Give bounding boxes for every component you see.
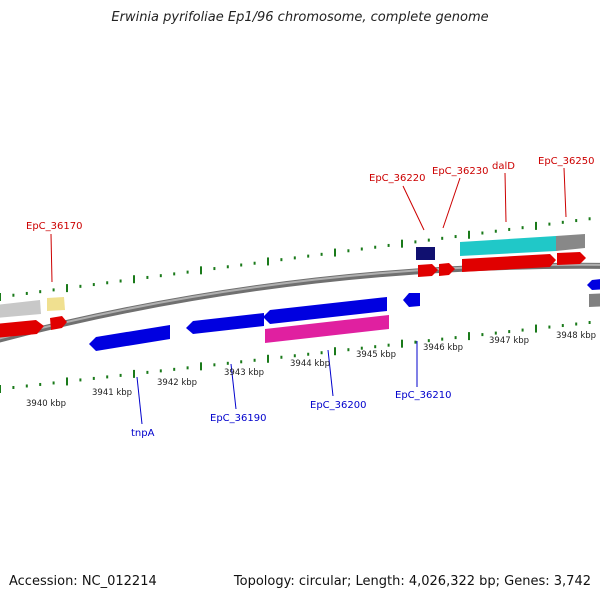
label-leader-line — [563, 167, 567, 218]
gene-label-reverse[interactable]: EpC_36190 — [210, 413, 266, 424]
kbp-tick-label: 3948 kbp — [556, 331, 596, 341]
gene-label-forward[interactable]: EpC_36170 — [26, 221, 82, 232]
gene-labels: EpC_36170 EpC_36220 EpC_36230 dalD EpC_36250… — [26, 156, 594, 439]
gene-label-forward[interactable]: EpC_36250 — [538, 156, 594, 167]
gene-box-grey[interactable] — [556, 234, 585, 251]
label-leader-line — [136, 376, 143, 425]
gene-label-reverse[interactable]: EpC_36200 — [310, 400, 366, 411]
gene-label-forward[interactable]: EpC_36230 — [432, 166, 488, 177]
reverse-features — [89, 293, 420, 351]
label-leader-line — [327, 349, 334, 397]
gene-box-navy[interactable] — [416, 247, 435, 260]
gene-arrow-red[interactable] — [50, 316, 67, 330]
label-leader-line — [230, 363, 237, 410]
map-title: Erwinia pyrifoliae Ep1/96 chromosome, co… — [111, 10, 489, 25]
kbp-tick-label: 3946 kbp — [423, 343, 463, 353]
gene-arrow-red[interactable] — [0, 320, 44, 338]
kbp-tick-label: 3943 kbp — [224, 368, 264, 378]
forward-tick-track — [0, 217, 591, 301]
gene-arrow-blue-tnpa[interactable] — [89, 325, 170, 351]
label-leader-line — [504, 172, 507, 223]
gene-label-forward[interactable]: EpC_36220 — [369, 173, 425, 184]
label-leader-line — [50, 233, 53, 283]
gene-fragment-grey[interactable] — [0, 300, 41, 318]
accession-text: Accession: NC_012214 — [9, 574, 157, 589]
gene-arrow-red[interactable] — [557, 252, 586, 265]
kbp-tick-label: 3944 kbp — [290, 359, 330, 369]
gene-arrow-blue-epc36200[interactable] — [263, 297, 387, 324]
reverse-tick-track — [0, 321, 591, 393]
kbp-tick-label: 3940 kbp — [26, 399, 66, 409]
gene-arrow-blue-epc36190[interactable] — [186, 313, 264, 334]
kbp-scale-labels: 3940 kbp 3941 kbp 3942 kbp 3943 kbp 3944 kbp… — [26, 331, 596, 409]
topology-text: Topology: circular; Length: 4,026,322 bp… — [233, 574, 591, 589]
gene-arrow-blue-epc36210[interactable] — [403, 293, 420, 307]
gene-label-reverse[interactable]: EpC_36210 — [395, 390, 451, 401]
kbp-tick-label: 3945 kbp — [356, 350, 396, 360]
gene-arrow-blue-edge[interactable] — [587, 278, 600, 290]
label-leader-line — [402, 185, 425, 231]
gene-box-cyan[interactable] — [460, 236, 556, 256]
gene-arrow-red[interactable] — [439, 263, 455, 276]
gene-label-forward[interactable]: dalD — [492, 161, 515, 172]
forward-features — [0, 234, 600, 338]
gene-arrow-red[interactable] — [462, 254, 556, 272]
gene-fragment-yellow[interactable] — [47, 297, 65, 311]
gene-label-reverse[interactable]: tnpA — [131, 428, 155, 439]
label-leader-line — [442, 177, 461, 229]
gene-box-magenta[interactable] — [265, 315, 389, 343]
kbp-tick-label: 3947 kbp — [489, 336, 529, 346]
kbp-tick-label: 3941 kbp — [92, 388, 132, 398]
gene-box-grey-edge[interactable] — [589, 293, 600, 307]
gene-arrow-red[interactable] — [418, 264, 438, 277]
kbp-tick-label: 3942 kbp — [157, 378, 197, 388]
